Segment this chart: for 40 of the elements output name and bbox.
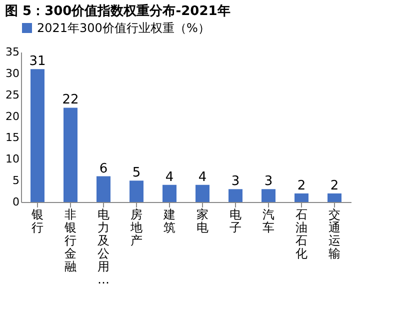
data-label: 4 xyxy=(165,170,174,185)
y-tick-label: 30 xyxy=(6,66,20,80)
x-tick-label: 非银行金融 xyxy=(64,208,76,274)
bar xyxy=(30,69,44,202)
bar xyxy=(228,189,242,202)
x-tick-label: 电力及公用… xyxy=(98,208,110,286)
x-tick-label: 交通运输 xyxy=(328,208,340,260)
data-label: 2 xyxy=(330,178,339,194)
legend-label: 2021年300价值行业权重（%） xyxy=(37,21,210,35)
data-label: 22 xyxy=(62,92,79,108)
x-tick-label: 银行 xyxy=(30,208,44,234)
y-tick-label: 5 xyxy=(12,174,20,188)
data-label: 4 xyxy=(198,170,207,185)
data-label: 31 xyxy=(29,54,46,70)
y-tick-label: 10 xyxy=(6,152,20,166)
data-label: 3 xyxy=(264,174,273,190)
bar xyxy=(130,180,144,202)
bar xyxy=(64,108,78,202)
bar xyxy=(162,184,176,202)
x-tick-label: 汽车 xyxy=(262,208,274,234)
bar xyxy=(262,189,276,202)
bar xyxy=(196,184,210,202)
y-tick-label: 25 xyxy=(6,88,20,102)
x-tick-label: 家电 xyxy=(196,208,208,234)
bar xyxy=(294,193,308,202)
data-label: 3 xyxy=(231,174,240,190)
y-tick-label: 15 xyxy=(6,131,20,144)
x-tick-label: 房地产 xyxy=(130,208,142,248)
y-tick-label: 0 xyxy=(12,196,20,208)
chart-title: 图 5：300价值指数权重分布-2021年 xyxy=(5,3,230,19)
y-tick-label: 35 xyxy=(6,46,20,58)
data-label: 5 xyxy=(132,166,141,181)
bar xyxy=(328,193,342,202)
x-tick-label: 石油石化 xyxy=(296,208,308,260)
data-label: 2 xyxy=(297,178,306,194)
data-label: 6 xyxy=(99,161,108,176)
x-tick-label: 电子 xyxy=(230,208,242,234)
bar xyxy=(96,176,110,202)
y-tick-label: 20 xyxy=(6,110,20,123)
x-tick-label: 建筑 xyxy=(162,208,176,234)
